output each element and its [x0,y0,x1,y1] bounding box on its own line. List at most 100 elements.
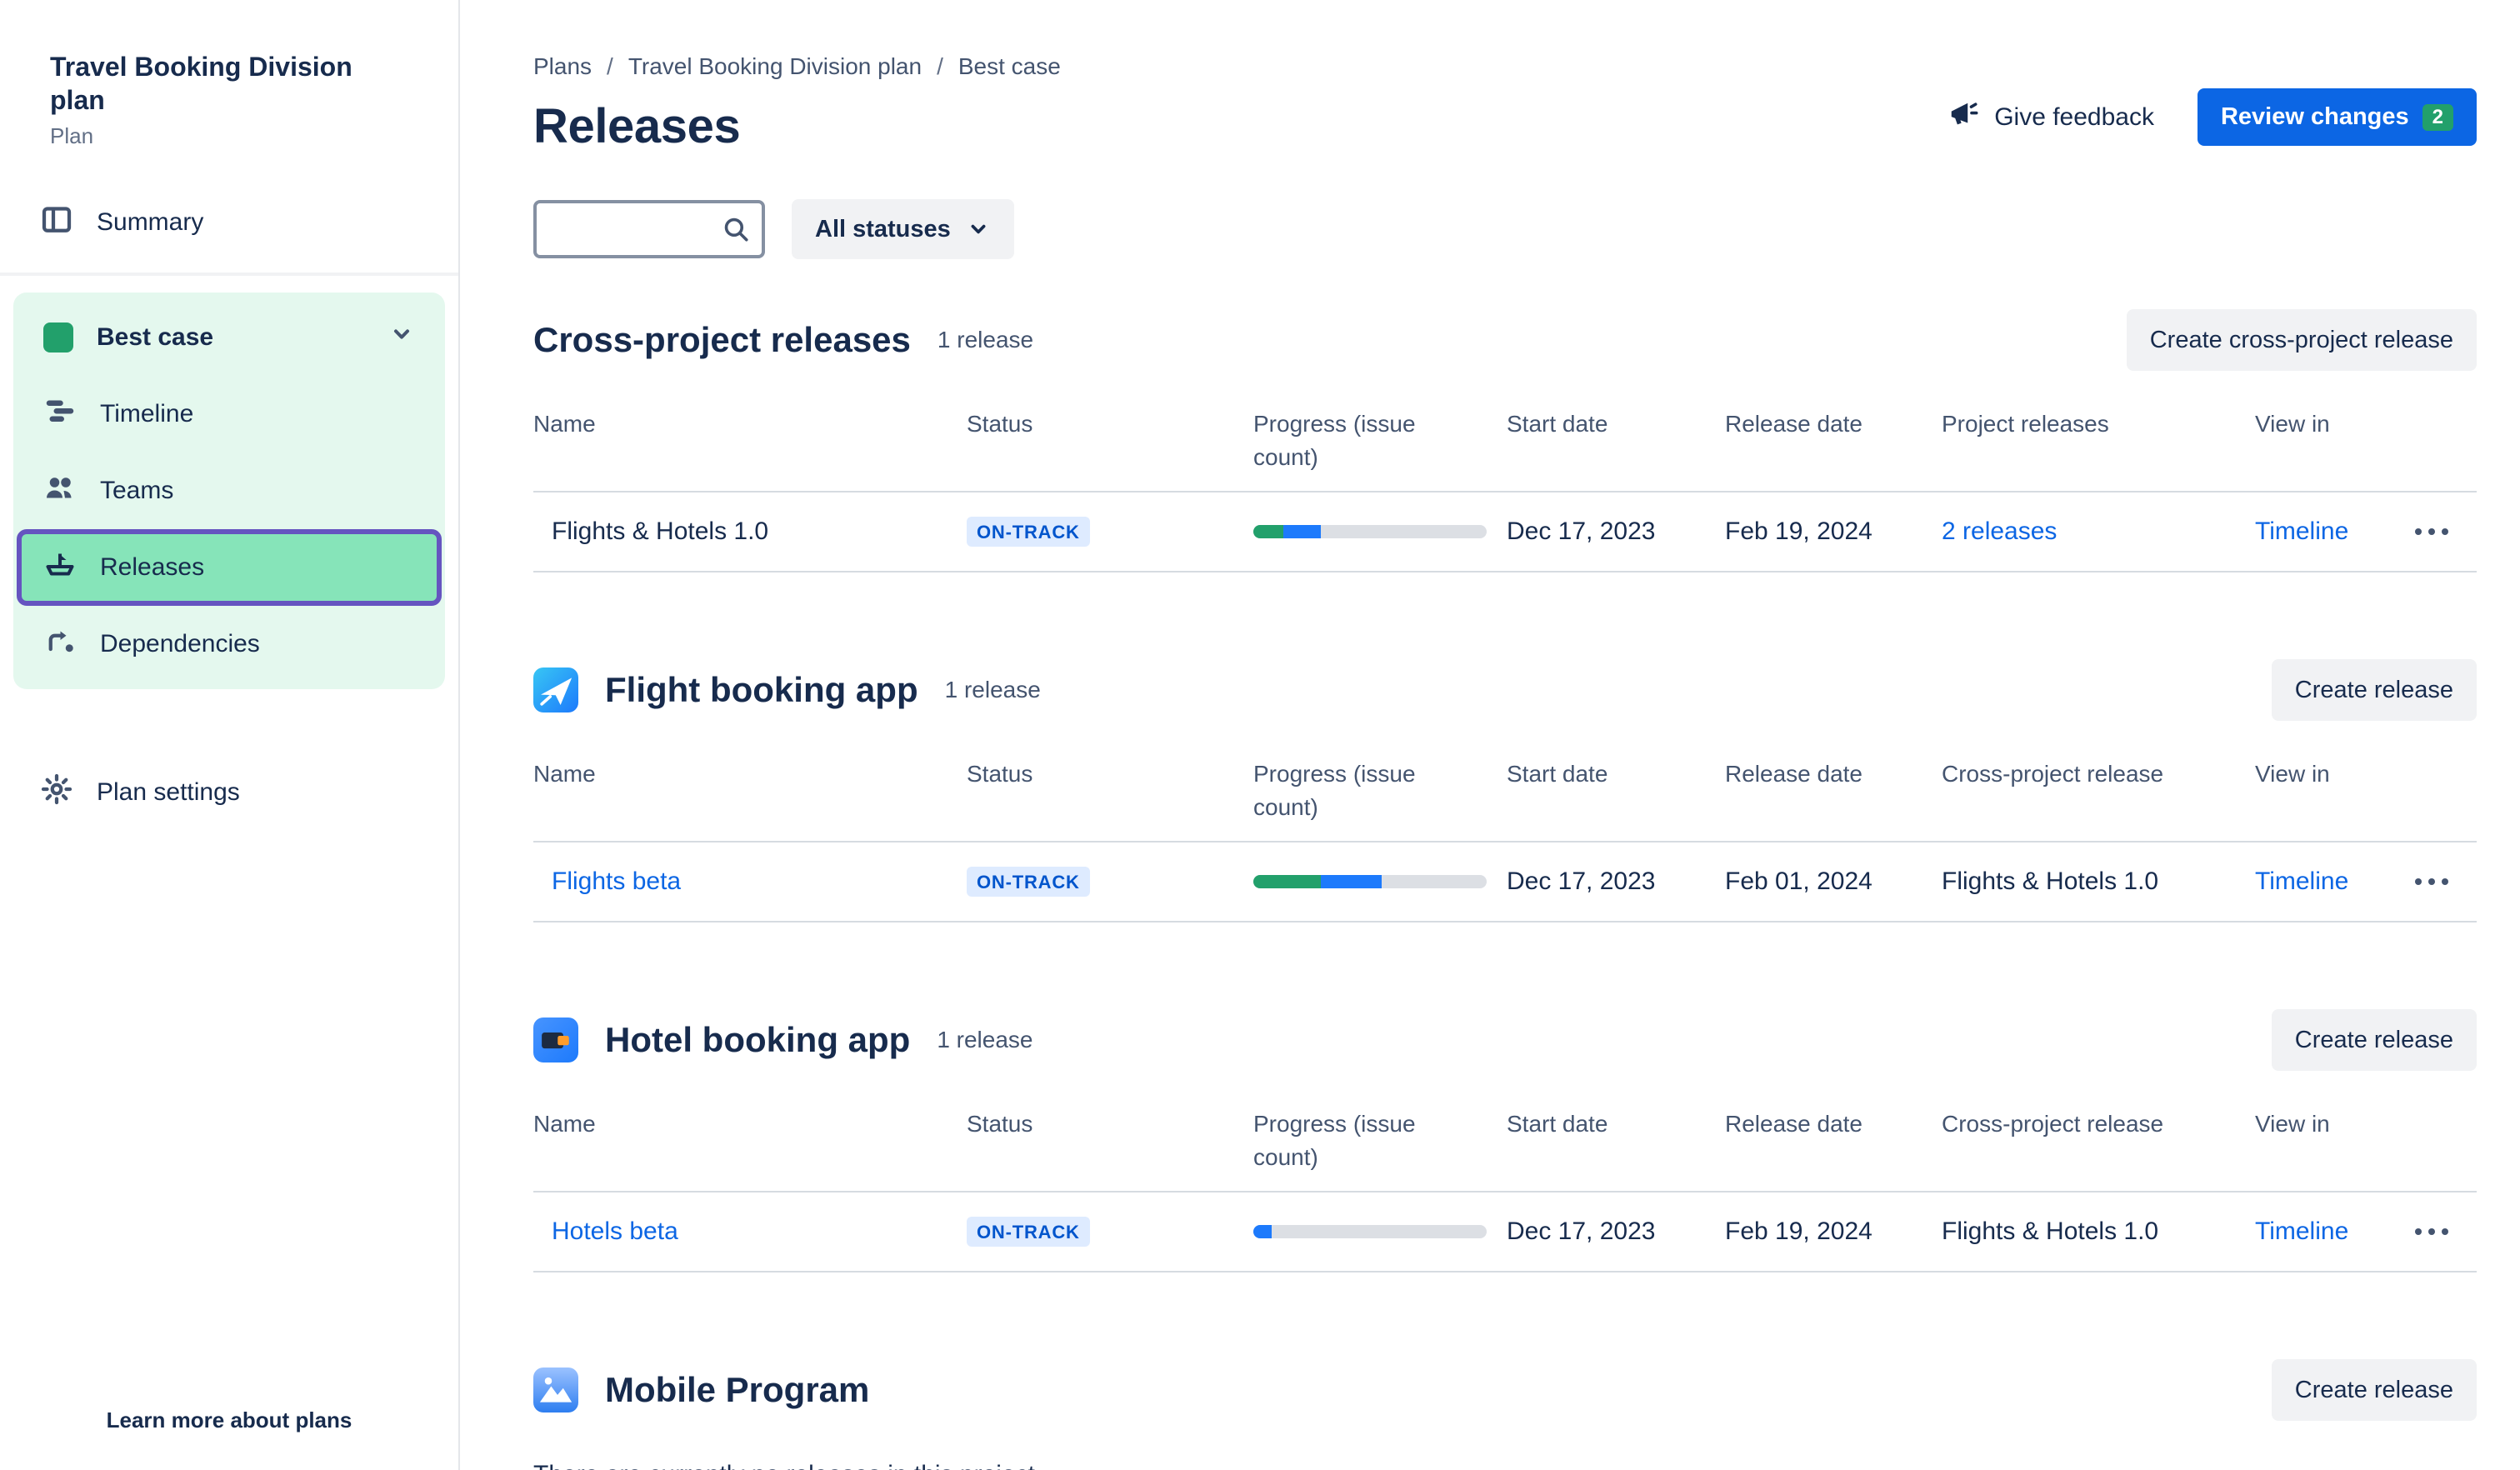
table-row: Hotels beta ON-TRACK Dec 17, 2023 Feb 19… [533,1191,2477,1272]
cross-project-release: Flights & Hotels 1.0 [1942,1218,2159,1245]
sidebar-item-timeline[interactable]: Timeline [13,376,445,452]
column-header-release-date: Release date [1725,411,1863,437]
breadcrumb-scenario[interactable]: Best case [958,53,1061,79]
review-changes-count-badge: 2 [2422,103,2453,131]
section-title: Flight booking app [605,670,918,709]
view-in-timeline-link[interactable]: Timeline [2255,518,2349,545]
column-header-view-in: View in [2255,1111,2330,1137]
sidebar-item-label: Releases [100,553,205,581]
give-feedback-label: Give feedback [1994,102,2154,131]
column-header-name: Name [533,1111,596,1137]
search-icon [724,218,748,242]
ship-icon [43,548,77,588]
section-cross-project-releases: Cross-project releases 1 release Create … [533,309,2477,572]
sidebar-item-plan-settings[interactable]: Plan settings [0,756,458,829]
column-header-name: Name [533,411,596,437]
breadcrumb-plan[interactable]: Travel Booking Division plan [628,53,922,79]
section-flight-booking-app: Flight booking app 1 release Create rele… [533,659,2477,922]
column-header-status: Status [967,1111,1033,1137]
sidebar-item-summary[interactable]: Summary [0,186,458,259]
row-actions-menu[interactable] [2408,518,2455,545]
section-release-count: 1 release [937,327,1034,352]
summary-icon [40,202,73,242]
column-header-status: Status [967,411,1033,437]
progress-bar [1253,525,1487,538]
plan-title: Travel Booking Division plan [50,52,352,115]
column-header-start-date: Start date [1507,411,1608,437]
dependencies-icon [43,624,77,664]
create-release-button[interactable]: Create release [2271,1009,2477,1071]
row-actions-menu[interactable] [2408,1218,2455,1245]
start-date: Dec 17, 2023 [1507,518,1656,545]
view-in-timeline-link[interactable]: Timeline [2255,868,2349,895]
hotel-project-avatar [533,1018,578,1062]
status-filter-dropdown[interactable]: All statuses [792,199,1014,259]
row-actions-menu[interactable] [2408,868,2455,895]
sidebar-item-releases[interactable]: Releases [17,529,442,606]
section-title: Mobile Program [605,1370,870,1409]
release-date: Feb 19, 2024 [1725,1218,1872,1245]
column-header-progress: Progress (issue count) [1253,761,1416,820]
release-name-link[interactable]: Hotels beta [552,1218,678,1245]
sidebar-item-teams[interactable]: Teams [13,452,445,529]
progress-bar [1253,1225,1487,1238]
column-header-view-in: View in [2255,411,2330,437]
releases-table: Name Status Progress (issue count) Start… [533,744,2477,922]
empty-state-text: There are currently no releases in this … [533,1461,2477,1470]
section-title: Cross-project releases [533,320,911,359]
sidebar-item-label: Best case [97,323,214,351]
chevron-down-icon [971,224,986,234]
releases-table: Name Status Progress (issue count) Start… [533,394,2477,572]
scenario-color-swatch [43,322,73,352]
view-in-timeline-link[interactable]: Timeline [2255,1218,2349,1245]
table-row: Flights & Hotels 1.0 ON-TRACK Dec 17, 20… [533,491,2477,572]
section-hotel-booking-app: Hotel booking app 1 release Create relea… [533,1009,2477,1272]
give-feedback-button[interactable]: Give feedback [1948,98,2154,137]
section-title: Hotel booking app [605,1020,911,1059]
column-header-view-in: View in [2255,761,2330,787]
section-release-count: 1 release [937,1027,1033,1052]
column-header-start-date: Start date [1507,761,1608,787]
releases-table: Name Status Progress (issue count) Start… [533,1094,2477,1272]
chevron-down-icon [388,321,415,354]
flight-project-avatar [533,668,578,712]
gear-icon [40,772,73,812]
project-releases-link[interactable]: 2 releases [1942,518,2058,545]
status-badge: ON-TRACK [967,1217,1090,1247]
section-release-count: 1 release [944,677,1041,702]
sidebar-item-dependencies[interactable]: Dependencies [13,606,445,682]
learn-more-link[interactable]: Learn more about plans [106,1408,352,1432]
create-release-button[interactable]: Create release [2271,659,2477,721]
column-header-cross-project-release: Cross-project release [1942,761,2164,787]
section-mobile-program: Mobile Program Create release There are … [533,1359,2477,1470]
release-name-link[interactable]: Flights beta [552,868,682,895]
table-row: Flights beta ON-TRACK Dec 17, 2023 Feb 0… [533,841,2477,922]
main-content: Plans / Travel Booking Division plan / B… [460,0,2520,1470]
create-cross-project-release-button[interactable]: Create cross-project release [2126,309,2477,371]
status-badge: ON-TRACK [967,517,1090,547]
cross-project-release: Flights & Hotels 1.0 [1942,868,2159,895]
release-name: Flights & Hotels 1.0 [552,518,769,545]
release-date: Feb 19, 2024 [1725,518,1872,545]
review-changes-button[interactable]: Review changes 2 [2197,88,2477,146]
sidebar-item-label: Plan settings [97,778,240,806]
release-date: Feb 01, 2024 [1725,868,1872,895]
scenario-nav-group: Best case Timeline Teams [13,292,445,689]
sidebar-item-best-case[interactable]: Best case [13,299,445,376]
column-header-start-date: Start date [1507,1111,1608,1137]
breadcrumb-plans[interactable]: Plans [533,53,592,79]
page-title: Releases [533,99,741,153]
column-header-project-releases: Project releases [1942,411,2109,437]
sidebar-item-label: Summary [97,208,204,236]
column-header-release-date: Release date [1725,1111,1863,1137]
megaphone-icon [1948,98,1979,137]
create-release-button[interactable]: Create release [2271,1359,2477,1421]
column-header-progress: Progress (issue count) [1253,1111,1416,1170]
sidebar: Travel Booking Division plan Plan Summar… [0,0,460,1470]
start-date: Dec 17, 2023 [1507,868,1656,895]
sidebar-item-label: Timeline [100,400,194,428]
sidebar-item-label: Teams [100,477,174,504]
start-date: Dec 17, 2023 [1507,1218,1656,1245]
status-badge: ON-TRACK [967,867,1090,897]
